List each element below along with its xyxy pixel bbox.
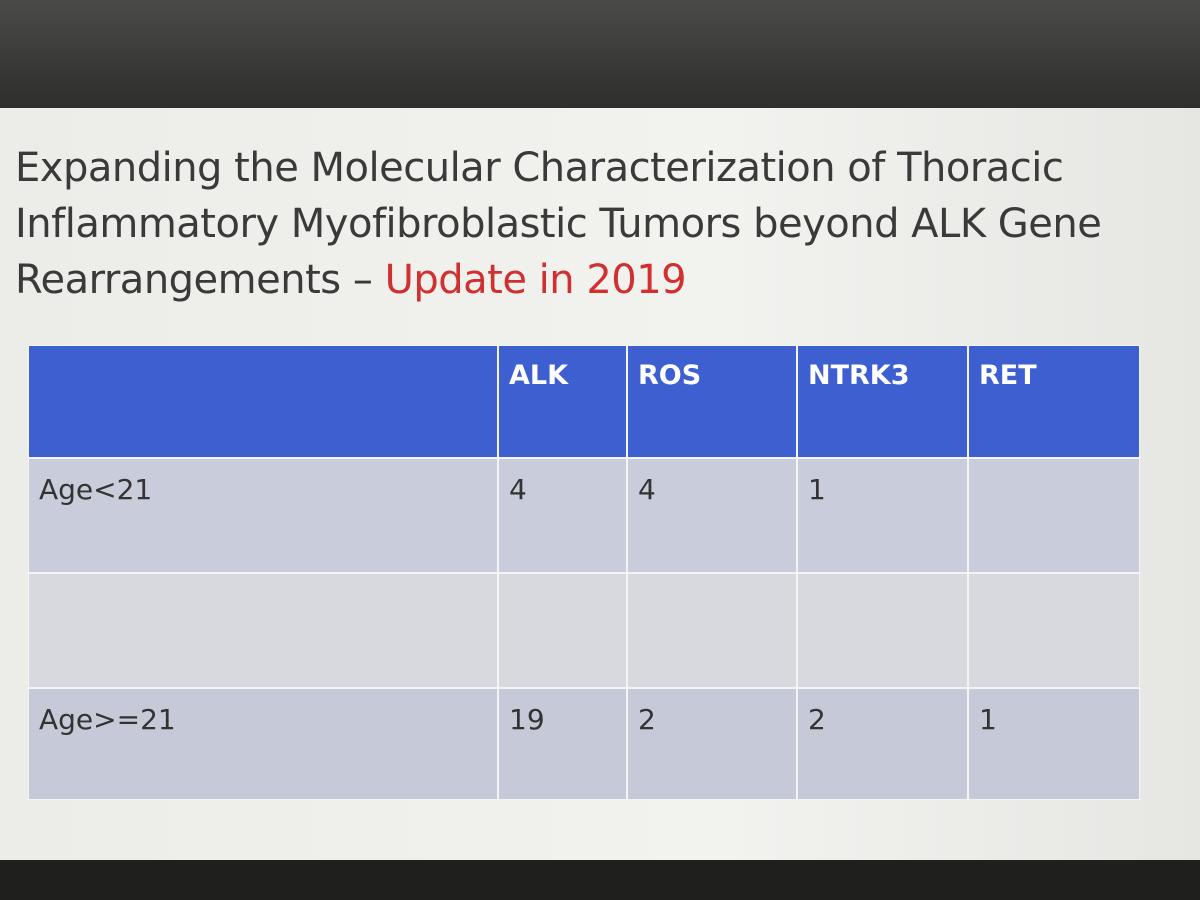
- table-cell: 4: [627, 458, 797, 573]
- table-cell: [968, 458, 1140, 573]
- table-cell: Age<21: [28, 458, 498, 573]
- table-cell: [498, 573, 627, 688]
- table-cell: [627, 573, 797, 688]
- data-table: ALK ROS NTRK3 RET Age<21 4 4 1 Age>=21 19 2 2 1: [28, 345, 1140, 800]
- title-line: Expanding the Molecular Characterization…: [15, 145, 1064, 191]
- title-text: Rearrangements –: [15, 257, 373, 303]
- table-cell: Age>=21: [28, 688, 498, 800]
- header-cell: ALK: [498, 345, 627, 458]
- header-cell: RET: [968, 345, 1140, 458]
- slide-title: Expanding the Molecular Characterization…: [15, 140, 1102, 308]
- table-cell: 2: [627, 688, 797, 800]
- monitor-bezel: [0, 860, 1200, 900]
- table-cell: [28, 573, 498, 688]
- table-cell: 4: [498, 458, 627, 573]
- title-line: Rearrangements – Update in 2019: [15, 252, 1101, 308]
- table-cell: 1: [797, 458, 968, 573]
- header-cell: [28, 345, 498, 458]
- table-cell: [797, 573, 968, 688]
- table-cell: 2: [797, 688, 968, 800]
- header-cell: NTRK3: [797, 345, 968, 458]
- table-cell: 19: [498, 688, 627, 800]
- table-cell: [968, 573, 1140, 688]
- title-line: Inflammatory Myofibroblastic Tumors beyo…: [15, 201, 1102, 247]
- table-cell: 1: [968, 688, 1140, 800]
- title-highlight: Update in 2019: [384, 257, 687, 303]
- header-cell: ROS: [627, 345, 797, 458]
- monitor-bezel: [0, 0, 1200, 108]
